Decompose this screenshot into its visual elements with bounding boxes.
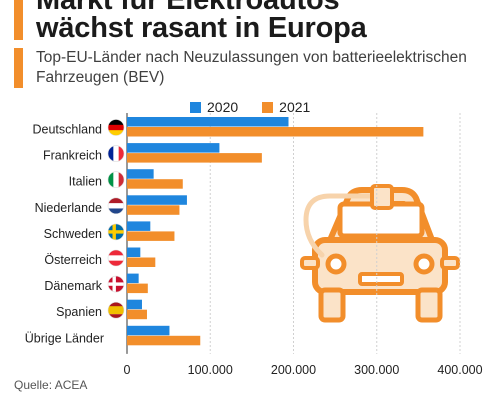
bar-2021 [127,153,262,163]
netherlands-flag-icon [107,197,125,215]
bar-2021 [127,283,148,294]
x-axis-ticks: 0 100.000 200.000 300.000 400.000 [124,363,483,377]
category-label: Frankreich [43,149,102,163]
denmark-flag-icon [107,275,125,293]
category-label: Italien [69,175,102,189]
bar-2021 [127,309,147,320]
legend: 2020 2021 [190,99,334,115]
france-flag-icon [107,145,125,162]
sweden-flag-icon [107,223,125,241]
bar-2020 [127,273,139,284]
bar-2020 [127,169,154,179]
x-tick-label: 400.000 [437,363,482,377]
bar-2020 [127,221,151,231]
category-label: Niederlande [35,201,102,215]
bar-2021 [127,231,175,241]
x-tick-label: 300.000 [354,363,399,377]
austria-flag-icon [107,249,125,267]
chart-title: Markt für Elektroautos wächst rasant in … [36,0,367,44]
chart-subtitle: Top-EU-Länder nach Neuzulassungen von ba… [36,49,467,86]
italy-flag-icon [107,171,125,188]
legend-label-2020: 2020 [207,99,239,115]
x-tick-label: 0 [124,363,131,377]
spain-flag-icon [107,301,125,319]
bar-2020 [127,143,220,153]
legend-label-2021: 2021 [279,99,311,115]
category-label: Spanien [56,305,102,319]
bar-2021 [127,205,180,215]
legend-item-2021: 2021 [262,99,310,115]
bar-2021 [127,335,201,346]
bar-2020 [127,195,187,205]
category-label: Deutschland [33,123,103,137]
category-label: Übrige Länder [25,331,104,345]
bar-2020 [127,117,289,127]
bar-2020 [127,299,142,310]
category-label: Schweden [44,227,102,241]
car-icon [300,187,460,323]
germany-flag-icon [107,119,125,136]
legend-item-2020: 2020 [190,99,238,115]
bar-2021 [127,179,183,189]
flag-icons [107,119,125,319]
x-tick-label: 200.000 [271,363,316,377]
bar-2020 [127,247,141,257]
bar-2021 [127,127,424,137]
source-note: Quelle: ACEA [14,378,88,392]
legend-swatch-2020 [190,101,201,113]
category-label: Dänemark [44,279,102,293]
title-accent-bar [14,0,23,40]
category-labels: Deutschland Frankreich Italien Niederlande S… [25,123,104,346]
bar-2020 [127,325,170,336]
bar-2021 [127,257,156,267]
bars [127,117,424,346]
category-label: Österreich [44,253,102,267]
x-tick-label: 100.000 [188,363,233,377]
subtitle-accent-bar [14,48,23,88]
legend-swatch-2021 [262,101,274,113]
